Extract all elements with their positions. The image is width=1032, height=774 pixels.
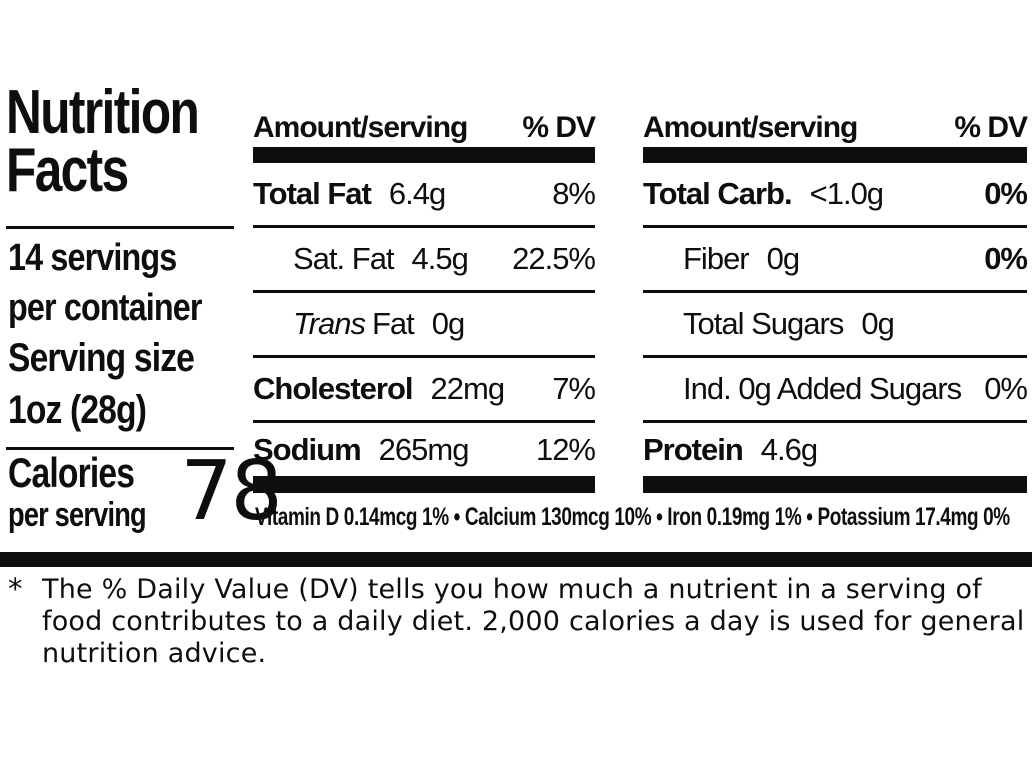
label-left-column: Nutrition Facts 14 servings per containe… xyxy=(6,0,283,570)
nutrient-row-total-sugars: Total Sugars 0g xyxy=(643,293,1027,358)
calories-label: Calories per serving xyxy=(8,449,147,534)
nutrient-dv: 0% xyxy=(984,371,1028,406)
nutrient-name: Cholesterol xyxy=(253,371,414,406)
footnote-text: The % Daily Value (DV) tells you how muc… xyxy=(42,574,1025,669)
nutrient-name: Fiber xyxy=(683,241,750,276)
column-header: Amount/serving % DV xyxy=(253,100,596,147)
column-end-bar xyxy=(253,476,595,493)
nutrient-row-added-sugars: Ind. 0g Added Sugars 0% xyxy=(643,358,1028,423)
calories-label-line1: Calories xyxy=(8,449,135,496)
nutrient-dv: 8% xyxy=(552,176,596,211)
header-bar xyxy=(643,147,1027,163)
serving-size-divider xyxy=(6,447,234,450)
nutrient-row-total-fat: Total Fat 6.4g 8% xyxy=(253,163,596,228)
nutrient-name: Ind. 0g Added Sugars xyxy=(683,371,962,406)
nutrient-dv: 22.5% xyxy=(512,241,596,276)
nutrient-amount: <1.0g xyxy=(809,176,884,211)
amount-per-serving-header: Amount/serving xyxy=(643,111,858,144)
nutrient-dv: 12% xyxy=(535,431,596,467)
label-title-line1: Nutrition xyxy=(6,78,200,147)
column-header: Amount/serving % DV xyxy=(643,100,1028,147)
serving-size-label: Serving size xyxy=(8,336,195,380)
nutrient-dv: 7% xyxy=(552,371,596,406)
servings-count: 14 servings xyxy=(8,237,177,279)
nutrient-row-sodium: Sodium 265mg 12% xyxy=(253,423,596,476)
nutrient-name: Protein xyxy=(643,431,744,467)
servings-per-container: 14 servings per container xyxy=(8,233,202,333)
nutrient-column-carb-protein: Amount/serving % DV Total Carb. <1.0g 0%… xyxy=(643,100,1028,493)
percent-dv-header: % DV xyxy=(522,111,596,144)
nutrient-amount: 0g xyxy=(861,306,894,341)
footnote-separator-bar xyxy=(0,552,1032,567)
nutrient-name: Total Carb. xyxy=(643,176,793,211)
nutrient-amount: 0g xyxy=(766,241,800,276)
nutrient-row-trans-fat: Trans Fat 0g xyxy=(253,293,595,358)
nutrient-amount: 0g xyxy=(431,306,465,341)
nutrient-amount: 265mg xyxy=(378,431,470,467)
nutrient-row-sat-fat: Sat. Fat 4.5g 22.5% xyxy=(253,228,596,293)
nutrient-row-total-carb: Total Carb. <1.0g 0% xyxy=(643,163,1028,228)
micronutrients-line: Vitamin D 0.14mcg 1% • Calcium 130mcg 10… xyxy=(255,503,1010,531)
nutrient-row-protein: Protein 4.6g xyxy=(643,423,1027,476)
calories-label-line2: per serving xyxy=(8,496,147,534)
nutrient-name: Sat. Fat xyxy=(293,241,395,276)
nutrient-name: Total Fat xyxy=(253,176,372,211)
serving-size-value: 1oz (28g) xyxy=(8,388,147,432)
nutrient-amount: 6.4g xyxy=(388,176,446,211)
nutrient-name: Sodium xyxy=(253,431,362,467)
nutrient-name: Total Sugars xyxy=(683,306,844,341)
nutrient-column-fat-sodium: Amount/serving % DV Total Fat 6.4g 8% Sa… xyxy=(253,100,596,493)
amount-per-serving-header: Amount/serving xyxy=(253,111,468,144)
label-title-line2: Facts xyxy=(6,135,129,205)
title-divider xyxy=(6,226,234,229)
nutrient-dv: 0% xyxy=(984,241,1028,276)
daily-value-footnote: * The % Daily Value (DV) tells you how m… xyxy=(8,572,1026,670)
nutrient-row-cholesterol: Cholesterol 22mg 7% xyxy=(253,358,596,423)
footnote-asterisk: * xyxy=(8,572,23,606)
percent-dv-header: % DV xyxy=(954,111,1028,144)
nutrient-dv: 0% xyxy=(984,176,1028,211)
calories-block: Calories per serving 78 xyxy=(8,449,283,534)
servings-unit: per container xyxy=(8,287,202,330)
nutrient-amount: 4.6g xyxy=(760,431,818,467)
nutrient-row-fiber: Fiber 0g 0% xyxy=(643,228,1028,293)
label-title: Nutrition Facts xyxy=(6,78,200,205)
nutrient-name: Trans Fat xyxy=(293,306,415,341)
nutrient-amount: 4.5g xyxy=(411,241,469,276)
header-bar xyxy=(253,147,595,163)
column-end-bar xyxy=(643,476,1027,493)
nutrient-amount: 22mg xyxy=(430,371,506,406)
